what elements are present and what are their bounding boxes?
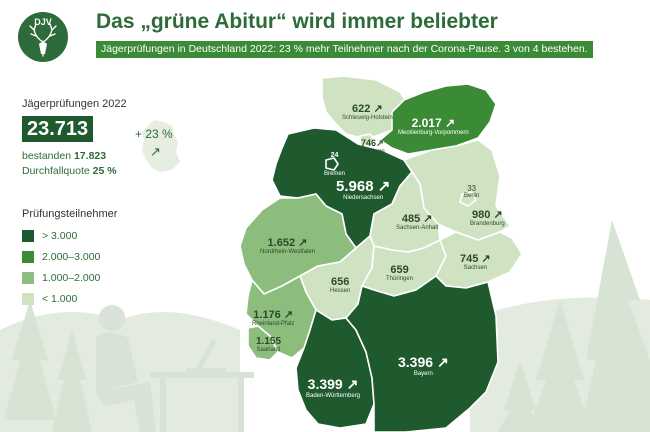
fail-rate-label: Durchfallquote (22, 165, 90, 177)
state-label-mecklenburg-vorpommern: 2.017 ↗ Mecklenburg-Vorpommern (398, 116, 469, 136)
state-value: 1.155 (256, 336, 282, 347)
state-value: 5.968 (336, 178, 374, 195)
state-label-bayern: 3.396 ↗ Bayern (398, 354, 449, 377)
state-name: Thüringen (386, 276, 414, 282)
state-name: Sachsen (463, 265, 487, 271)
djv-logo: DJV (18, 12, 68, 62)
logo-text: DJV (34, 17, 52, 27)
state-label-saarland: 1.155 Saarland (256, 336, 281, 353)
trend-up-icon: ↗ (298, 237, 308, 249)
state-value: 656 (330, 276, 350, 288)
trend-up-icon: ↗ (150, 144, 161, 159)
fail-rate-value: 25 % (92, 165, 117, 177)
state-label-hessen: 656 Hessen (330, 276, 350, 294)
exams-year-label: Jägerprüfungen 2022 (22, 98, 127, 110)
state-name: Niedersachsen (343, 195, 384, 201)
state-value: 980 (472, 209, 491, 221)
state-label-sachsen: 745 ↗ Sachsen (460, 252, 491, 271)
trend-up-icon: ↗ (373, 103, 383, 115)
state-label-brandenburg: 980 ↗ Brandenburg (470, 208, 505, 227)
stag-head-icon (29, 23, 57, 57)
state-name: Saarland (256, 347, 281, 353)
trend-up-icon: ↗ (377, 178, 391, 195)
state-value: 33 (467, 184, 477, 193)
state-label-berlin: 33 Berlin (464, 184, 479, 199)
state-value: 3.399 (307, 376, 343, 392)
legend-swatch (22, 293, 34, 305)
total-exams-value: 23.713 (22, 116, 94, 142)
state-value: 2.017 (411, 116, 442, 130)
region-schleswig-holstein (321, 75, 409, 139)
region-bremen (325, 157, 339, 171)
state-name: Bayern (413, 371, 433, 377)
region-hamburg (359, 133, 375, 147)
legend-label: > 3.000 (42, 230, 78, 242)
hunter-silhouette (96, 305, 254, 432)
state-name: Brandenburg (470, 221, 505, 227)
subtitle-banner: Jägerprüfungen in Deutschland 2022: 23 %… (96, 41, 593, 58)
state-value: 1.176 (253, 309, 281, 321)
state-name: Sachsen-Anhalt (396, 225, 439, 231)
legend-swatch (22, 272, 34, 284)
state-value: 622 (352, 103, 371, 115)
region-mecklenburg-vorpommern (379, 83, 497, 155)
legend-label: 2.000–3.000 (42, 251, 101, 263)
state-label-baden-wuerttemberg: 3.399 ↗ Baden-Württemberg (306, 376, 360, 399)
state-name: Hessen (330, 288, 351, 294)
state-label-niedersachsen: 5.968 ↗ Niedersachsen (336, 177, 390, 201)
state-label-thueringen: 659 Thüringen (386, 264, 413, 282)
state-value: 746 (361, 138, 377, 148)
state-name: Schleswig-Holstein (342, 115, 393, 121)
state-name: Hamburg (360, 149, 385, 155)
trend-up-icon: ↗ (493, 209, 503, 221)
page-title: Das „grüne Abitur“ wird immer beliebter (96, 10, 498, 33)
state-name: Berlin (464, 193, 480, 199)
passed-label: bestanden (22, 150, 72, 162)
legend-swatch (22, 251, 34, 263)
state-value: 745 (460, 253, 479, 265)
state-name: Nordrhein-Westfalen (260, 249, 315, 255)
state-name: Bremen (324, 171, 346, 177)
state-label-schleswig-holstein: 622 ↗ Schleswig-Holstein (342, 102, 393, 121)
state-label-sachsen-anhalt: 485 ↗ Sachsen-Anhalt (396, 212, 438, 231)
region-bayern (345, 275, 499, 432)
trend-up-icon: ↗ (423, 213, 433, 225)
trend-up-icon: ↗ (481, 253, 491, 265)
state-name: Mecklenburg-Vorpommern (398, 130, 469, 136)
state-name: Rheinland-Pfalz (252, 321, 295, 327)
region-berlin (459, 191, 477, 207)
legend-label: 1.000–2.000 (42, 272, 101, 284)
state-name: Baden-Württemberg (306, 393, 361, 399)
trend-up-icon: ↗ (436, 354, 449, 370)
state-value: 1.652 (267, 237, 296, 249)
state-value: 485 (401, 213, 421, 225)
trend-up-icon: ↗ (445, 116, 456, 130)
change-percent: + 23 % (135, 127, 173, 141)
state-value: 659 (390, 264, 409, 276)
state-value: 3.396 (398, 354, 434, 370)
legend-swatch (22, 230, 34, 242)
state-label-rheinland-pfalz: 1.176 ↗ Rheinland-Pfalz (252, 308, 294, 327)
state-label-nordrhein-westfalen: 1.652 ↗ Nordrhein-Westfalen (260, 236, 315, 255)
passed-value: 17.823 (73, 150, 107, 162)
state-label-bremen: 24 Bremen (324, 152, 345, 177)
germany-mini-map-icon (142, 120, 180, 172)
tree-silhouettes (4, 220, 650, 432)
trend-up-icon: ↗ (346, 376, 359, 392)
legend-label: < 1.000 (42, 293, 78, 305)
region-saarland (247, 325, 279, 361)
trend-up-icon: ↗ (283, 309, 294, 321)
trend-up-icon: ↗ (376, 138, 384, 148)
legend-title: Prüfungsteilnehmer (22, 208, 118, 220)
state-value: 24 (330, 152, 339, 159)
fail-rate-line: Durchfallquote 25 % (22, 165, 117, 177)
state-label-hamburg: 746↗ Hamburg (360, 138, 385, 155)
passed-line: bestanden 17.823 (22, 150, 106, 162)
